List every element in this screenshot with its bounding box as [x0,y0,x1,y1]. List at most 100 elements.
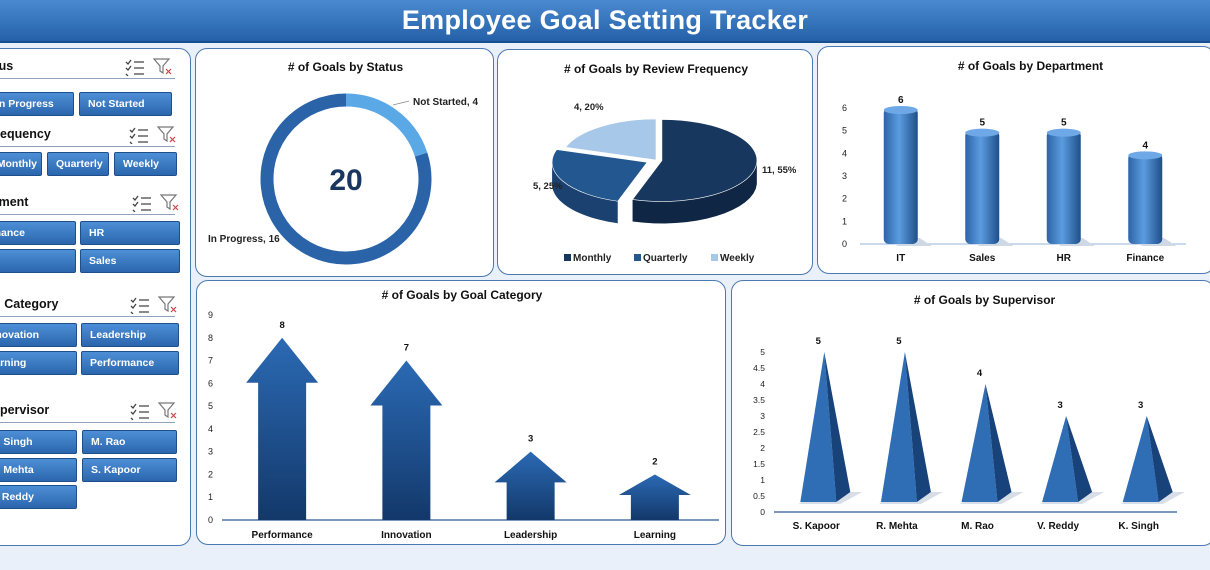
bar-finance [1128,153,1163,244]
arrow-learning [618,474,691,520]
chart-title: # of Goals by Goal Category [381,288,543,302]
multi-select-icon[interactable] [130,402,150,420]
pyramid-front-k-singh [1122,416,1159,502]
x-tick-label-it: IT [896,253,905,264]
clear-filter-icon[interactable] [153,58,173,76]
clear-filter-icon[interactable] [157,126,177,144]
department-chart-panel: # of Goals by Department 0 1 2 3 4 5 6 6 IT 5 Sale… [817,46,1210,274]
review-frequency-slicer-title: Review Frequency [0,127,51,141]
data-label-performance: 8 [279,320,284,331]
status-chart-panel: # of Goals by Status 20 Not Started, 4 In … [195,48,494,277]
category-chip-performance[interactable]: Performance [81,351,179,375]
x-tick-label-innovation: Innovation [381,530,432,541]
supervisor-chip-v-reddy[interactable]: V. Reddy [0,485,77,509]
multi-select-icon[interactable] [125,58,145,76]
pyramid-side-s-kapoor [824,352,851,502]
supervisor-chip-s-kapoor[interactable]: S. Kapoor [82,458,177,482]
legend-label-monthly: Monthly [573,253,612,264]
frequency-chip-quarterly[interactable]: Quarterly [47,152,109,176]
chart-title: # of Goals by Review Frequency [563,62,749,76]
review-frequency-pie-chart: 11, 55% 5, 25% 4, 20% Monthly Quarterly Weekl… [533,102,797,264]
multi-select-icon[interactable] [132,194,152,212]
data-label-monthly: 11, 55% [762,165,797,176]
clear-filter-icon[interactable] [158,402,178,420]
department-chip-it[interactable]: IT [0,249,76,273]
legend-swatch-quarterly [634,254,641,261]
x-tick-label-performance: Performance [252,530,314,541]
status-chip-not-started[interactable]: Not Started [79,92,172,116]
y-tick-label: 1 [760,475,765,485]
bar-hr [1046,130,1081,244]
chart-title: # of Goals by Supervisor [913,293,1056,307]
frequency-chip-weekly[interactable]: Weekly [114,152,177,176]
y-tick-label: 5 [760,347,765,357]
y-tick-label: 1 [842,216,847,226]
pie-slice-quarterly [551,149,648,202]
status-chip-in-progress[interactable]: In Progress [0,92,74,116]
frequency-chip-monthly[interactable]: Monthly [0,152,42,176]
x-tick-label-learning: Learning [634,530,676,541]
y-tick-label: 4 [208,424,213,434]
y-tick-label: 2.5 [753,427,765,437]
doughnut-center-total: 20 [329,164,362,197]
category-chip-leadership[interactable]: Leadership [81,323,179,347]
y-tick-label: 3 [208,447,213,457]
goal-category-arrow-chart: 0 1 2 3 4 5 6 7 8 9 8 Performance 7 Innovation 3 Leader… [208,310,719,541]
goal-category-slicer-title: Goal Category [0,297,59,311]
x-tick-label-m-rao: M. Rao [961,521,994,532]
arrow-leadership [494,451,567,520]
x-tick-label-v-reddy: V. Reddy [1037,521,1079,532]
department-slicer-header: Department [0,193,179,215]
department-chip-finance[interactable]: Finance [0,221,76,245]
status-slicer-header: Status [0,57,175,79]
dashboard-title: Employee Goal Setting Tracker [401,5,809,35]
department-chip-hr[interactable]: HR [80,221,180,245]
supervisor-chip-a-singh[interactable]: A. Singh [0,430,77,454]
x-tick-label-finance: Finance [1126,253,1164,264]
y-tick-label: 2 [760,443,765,453]
clear-filter-icon[interactable] [160,194,180,212]
bar-top-finance [1128,151,1163,160]
y-tick-label: 1 [208,492,213,502]
y-tick-label: 3 [760,411,765,421]
data-label-v-reddy: 3 [1057,400,1062,411]
supervisor-chip-m-rao[interactable]: M. Rao [82,430,177,454]
y-tick-label: 3.5 [753,395,765,405]
multi-select-icon[interactable] [129,126,149,144]
y-tick-label: 5 [208,401,213,411]
y-tick-label: 0 [760,507,765,517]
multi-select-icon[interactable] [130,296,150,314]
bar-sales [965,130,1000,244]
pyramid-side-m-rao [985,384,1012,502]
department-chip-sales[interactable]: Sales [80,249,180,273]
y-tick-label: 3 [842,171,847,181]
y-tick-label: 4 [760,379,765,389]
supervisor-pyramid-chart: 0 0.5 1 1.5 2 2.5 3 3.5 4 4.5 5 5 S. Kapoor 5 R. Mehta… [753,336,1185,532]
data-label-m-rao: 4 [977,368,983,379]
y-tick-label: 0.5 [753,491,765,501]
data-label-hr: 5 [1061,118,1067,129]
supervisor-chart-panel: # of Goals by Supervisor 0 0.5 1 1.5 2 2.5 3 3.… [731,280,1210,546]
category-chip-learning[interactable]: Learning [0,351,77,375]
x-tick-label-r-mehta: R. Mehta [876,521,918,532]
supervisor-chip-r-mehta[interactable]: R. Mehta [0,458,77,482]
y-tick-label: 2 [208,469,213,479]
category-chip-innovation[interactable]: Innovation [0,323,77,347]
data-label-learning: 2 [652,456,657,467]
pyramid-front-s-kapoor [800,352,837,502]
dashboard-title-bar: Employee Goal Setting Tracker [0,0,1210,43]
y-tick-label: 5 [842,126,847,136]
pyramid-side-v-reddy [1066,416,1093,502]
arrow-innovation [370,360,443,520]
leader-line [392,100,410,106]
data-label-it: 6 [898,95,904,106]
pyramid-front-r-mehta [880,352,917,502]
status-doughnut-chart: 20 Not Started, 4 In Progress, 16 [208,93,478,265]
goal-category-chart-panel: # of Goals by Goal Category 0 1 2 3 4 5 6 7 8 9 8 P… [196,280,726,545]
clear-filter-icon[interactable] [158,296,178,314]
y-tick-label: 4.5 [753,363,765,373]
x-tick-label-k-singh: K. Singh [1118,521,1159,532]
doughnut-segment-in-progress [260,93,432,265]
data-label-r-mehta: 5 [896,336,902,347]
legend-label-weekly: Weekly [720,253,755,264]
